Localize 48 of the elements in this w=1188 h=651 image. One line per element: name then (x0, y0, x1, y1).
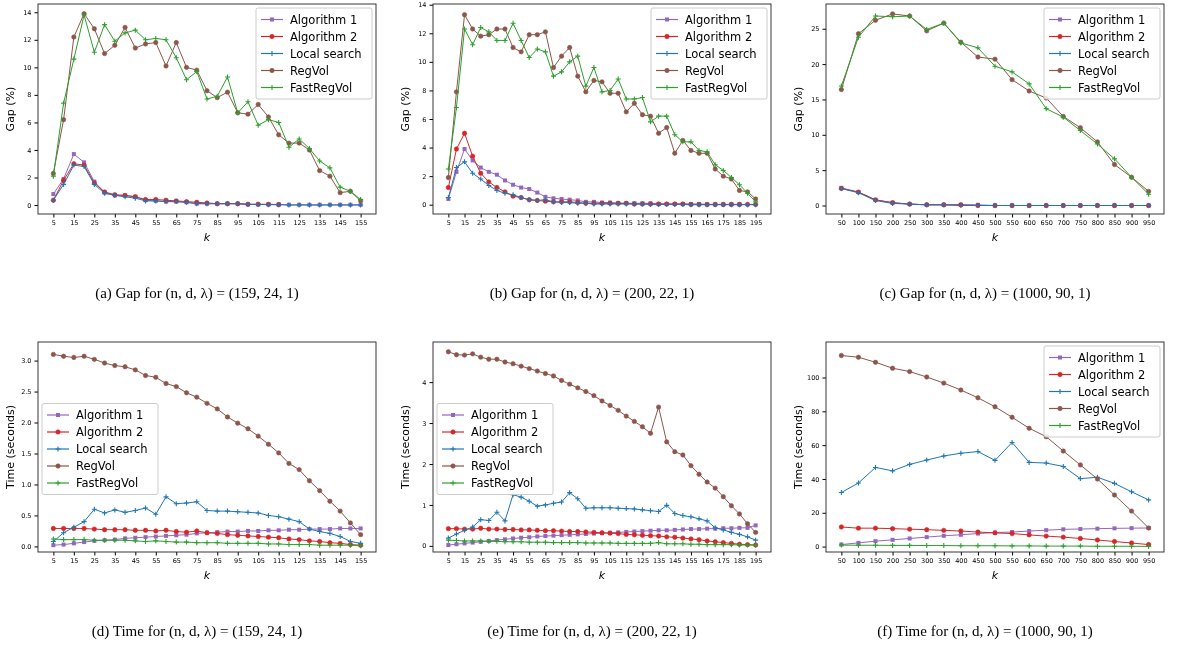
legend-label: Algorithm 1 (76, 408, 144, 422)
y-axis-title: Time (seconds) (792, 405, 805, 490)
legend-label: Algorithm 1 (1078, 12, 1146, 27)
legend-label: Algorithm 2 (471, 425, 539, 439)
legend-label: FastRegVol (1078, 418, 1141, 433)
x-axis-title: k (203, 569, 211, 582)
legend-label: RegVol (290, 63, 330, 78)
legend-label: Algorithm 2 (685, 29, 753, 44)
text: (f) Time for (n, d, λ) = (1000, 90, 1) (877, 623, 1093, 640)
legend-label: Local search (1078, 46, 1150, 61)
text: (a) Gap for (n, d, λ) = (159, 24, 1) (95, 285, 299, 302)
text: (d) Time for (n, d, λ) = (159, 24, 1) (91, 623, 303, 640)
legend-label: RegVol (685, 63, 725, 78)
legend-label: RegVol (76, 459, 116, 473)
legend-label: Local search (685, 46, 757, 61)
y-axis-title: Time (seconds) (4, 405, 17, 490)
legend-label: FastRegVol (1078, 80, 1141, 95)
y-axis-title: Time (seconds) (399, 405, 412, 490)
legend-label: Algorithm 2 (1078, 29, 1146, 44)
legend-label: RegVol (1078, 401, 1118, 416)
legend-label: FastRegVol (290, 80, 353, 95)
text: (c) Gap for (n, d, λ) = (1000, 90, 1) (879, 285, 1091, 302)
legend-label: Local search (290, 46, 362, 61)
legend-label: FastRegVol (685, 80, 748, 95)
legend-label: Algorithm 1 (290, 12, 358, 27)
x-axis-title: k (991, 569, 999, 582)
legend-label: Algorithm 2 (76, 425, 144, 439)
legend-label: RegVol (1078, 63, 1118, 78)
x-axis-title: k (598, 569, 606, 582)
legend-label: FastRegVol (471, 476, 534, 490)
legend-label: Algorithm 2 (290, 29, 358, 44)
legend-label: Algorithm 2 (1078, 367, 1146, 382)
legend-label: Local search (76, 442, 148, 456)
legend-label: Algorithm 1 (685, 12, 753, 27)
legend-label: Algorithm 1 (471, 408, 539, 422)
y-axis-title: Gap (%) (4, 86, 17, 132)
text: (b) Gap for (n, d, λ) = (200, 22, 1) (489, 285, 695, 302)
legend-label: Local search (1078, 384, 1150, 399)
x-axis-title: k (598, 231, 606, 244)
legend-label: RegVol (471, 459, 511, 473)
legend-label: FastRegVol (76, 476, 139, 490)
legend-label: Algorithm 1 (1078, 350, 1146, 365)
legend-label: Local search (471, 442, 543, 456)
y-axis-title: Gap (%) (399, 86, 412, 132)
x-axis-title: k (991, 231, 999, 244)
x-axis-title: k (203, 231, 211, 244)
text: (e) Time for (n, d, λ) = (200, 22, 1) (487, 623, 697, 640)
y-axis-title: Gap (%) (792, 86, 805, 132)
